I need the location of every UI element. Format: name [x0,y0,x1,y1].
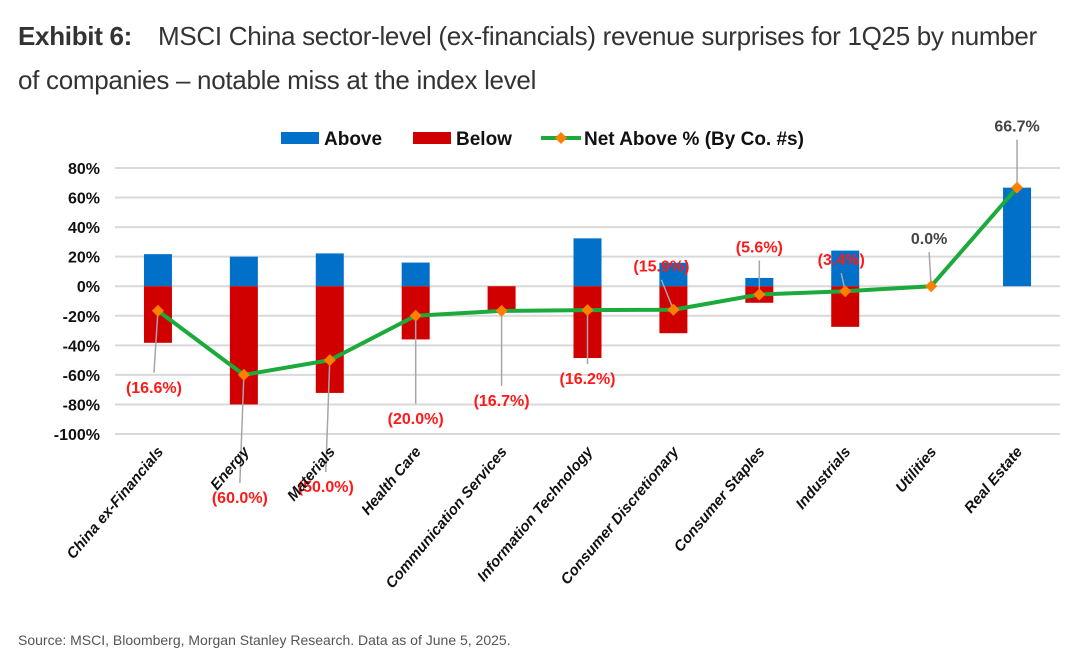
net-marker [495,304,508,317]
data-label: (5.6%) [736,239,783,256]
y-tick-label: 40% [68,220,100,237]
chart-title: Exhibit 6: MSCI China sector-level (ex-fi… [18,14,1058,102]
net-line [151,181,1024,381]
legend: Above Below Net Above % (By Co. #s) [281,129,804,150]
bar-above [229,256,258,287]
y-tick-label: 60% [68,191,100,208]
net-marker [667,303,680,316]
x-category-label: Industrials [793,444,855,513]
legend-marker-net [555,132,567,144]
data-label: (3.4%) [818,252,865,269]
data-label: (16.2%) [559,371,615,388]
data-label: (20.0%) [388,411,444,428]
x-category-label: Consumer Staples [671,444,769,556]
leader-line [660,279,675,310]
data-label: (16.6%) [126,380,182,397]
net-marker [925,280,938,293]
x-category-label: Utilities [892,444,940,496]
y-tick-label: -40% [63,338,100,355]
net-marker [1011,181,1024,194]
data-label: (50.0%) [298,479,354,496]
net-marker [323,354,336,367]
data-label: (15.9%) [633,259,689,276]
y-tick-label: 20% [68,250,100,267]
y-axis-ticks: 80% 60% 40% 20% 0% -20% -40% -60% -80% -100% [54,161,100,444]
net-marker [237,368,250,381]
y-tick-label: 0% [77,279,100,296]
bar-above [143,254,172,287]
legend-swatch-below [413,132,451,144]
source-note: Source: MSCI, Bloomberg, Morgan Stanley … [18,632,511,648]
bar-above [831,250,860,287]
x-category-label: China ex-Financials [63,444,167,563]
net-marker [581,304,594,317]
exhibit-title: MSCI China sector-level (ex-financials) … [18,21,1037,95]
bars [143,187,1032,405]
bar-above [401,262,430,287]
data-label: (60.0%) [212,490,268,507]
bar-above [315,253,344,287]
data-label: 0.0% [911,231,947,248]
leader-line [239,374,245,483]
x-category-label: Energy [207,443,253,493]
legend-label-above: Above [324,129,382,150]
data-label: (16.7%) [474,393,530,410]
net-marker [409,309,422,322]
legend-swatch-above [281,132,319,144]
exhibit-label: Exhibit 6: [18,21,133,51]
leader-line [325,360,331,473]
net-marker [839,285,852,298]
data-labels: (16.6%) (60.0%) (50.0%) (20.0%) (16.7%) (16.2… [126,119,1040,507]
x-category-label: Health Care [358,444,425,519]
data-label: 66.7% [994,119,1039,136]
y-tick-label: 80% [68,161,100,178]
bar-above [1003,187,1032,287]
net-marker [753,288,766,301]
legend-label-net: Net Above % (By Co. #s) [584,129,804,150]
bar-above [659,262,688,287]
legend-label-below: Below [456,129,512,150]
y-tick-label: -100% [54,427,100,444]
y-tick-label: -60% [63,368,100,385]
y-tick-label: -80% [63,397,100,414]
leader-line [153,310,159,373]
bar-above [573,238,602,287]
x-category-label: Real Estate [961,444,1026,517]
x-axis-categories: China ex-Financials Energy Materials Health… [63,443,1026,592]
y-tick-label: -20% [63,309,100,326]
net-marker [151,304,164,317]
